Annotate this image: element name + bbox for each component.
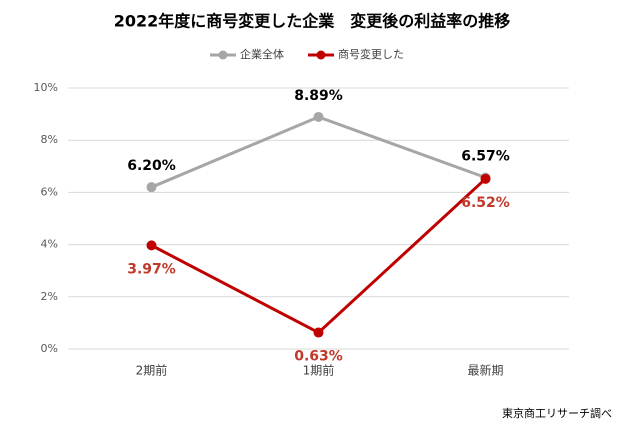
y-tick-label: 4% [41,238,58,251]
x-tick-label: 最新期 [467,363,503,378]
legend-label: 商号変更した [338,47,404,61]
legend-label: 企業全体 [240,47,284,61]
data-label: 8.89% [294,88,343,104]
data-point [146,182,157,193]
data-point [313,111,324,122]
legend-marker [316,50,326,60]
data-point [313,327,324,338]
y-tick-label: 6% [41,185,58,198]
x-tick-label: 2期前 [136,363,168,378]
data-label: 3.97% [127,261,176,277]
legend-marker [218,50,228,60]
source-note: 東京商工リサーチ調べ [502,406,612,420]
y-tick-label: 2% [41,290,58,303]
y-tick-label: 10% [34,81,58,94]
data-label: 6.57% [461,149,510,165]
data-label: 6.52% [461,195,510,211]
chart-title: 2022年度に商号変更した企業 変更後の利益率の推移 [114,12,511,31]
data-label: 0.63% [294,349,343,365]
data-point [480,173,491,184]
y-tick-label: 0% [41,342,58,355]
data-point [146,240,157,251]
x-tick-label: 1期前 [303,363,335,378]
y-tick-label: 8% [41,133,58,146]
data-label: 6.20% [127,158,176,174]
